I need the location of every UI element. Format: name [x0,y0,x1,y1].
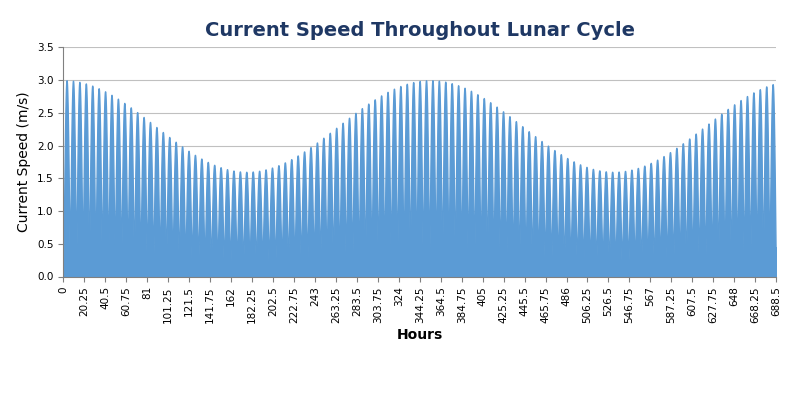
X-axis label: Hours: Hours [397,328,443,342]
Y-axis label: Current Speed (m/s): Current Speed (m/s) [17,92,32,232]
Title: Current Speed Throughout Lunar Cycle: Current Speed Throughout Lunar Cycle [205,21,634,40]
